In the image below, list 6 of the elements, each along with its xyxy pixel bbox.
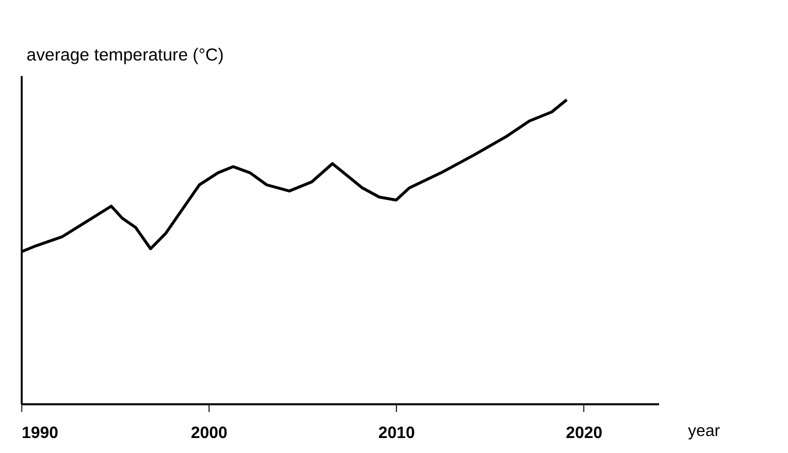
x-axis-title: year bbox=[688, 422, 721, 440]
x-tick-label: 1990 bbox=[22, 424, 58, 442]
x-tick-label: 2020 bbox=[566, 424, 602, 442]
x-tick-label: 2000 bbox=[190, 424, 228, 442]
x-tick-label: 2010 bbox=[378, 424, 415, 442]
y-axis-title: average temperature (°C) bbox=[26, 44, 224, 64]
